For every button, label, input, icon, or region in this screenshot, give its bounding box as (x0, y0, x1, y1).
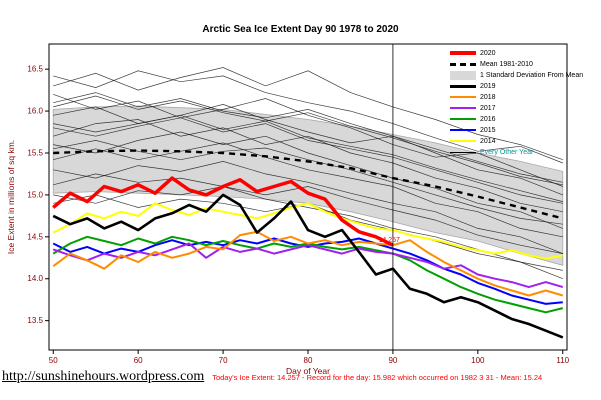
mean-line (53, 149, 564, 220)
legend-item: 2017 (450, 103, 583, 113)
chart-legend: 2020 Mean 1981-2010 1 Standard Deviation F… (450, 48, 583, 157)
legend-label: 2016 (480, 115, 496, 123)
legend-label: 1 Standard Deviation From Mean (480, 71, 584, 79)
line-2015 (52, 237, 563, 305)
legend-item: 2018 (450, 92, 583, 102)
y-tick-label: 14.0 (27, 274, 43, 283)
legend-label: 2020 (480, 49, 496, 57)
legend-item: Mean 1981-2010 (450, 59, 583, 69)
line-2020 (52, 176, 394, 247)
chart-title: Arctic Sea Ice Extent Day 90 1978 to 202… (202, 24, 399, 35)
legend-label: 2019 (480, 82, 496, 90)
legend-label: 2015 (480, 126, 496, 134)
line-2014 (52, 202, 563, 260)
y-tick-label: 14.5 (27, 232, 43, 241)
legend-swatch-band (450, 70, 476, 80)
background-year-line (53, 117, 563, 204)
background-year-line (53, 92, 563, 183)
y-axis-title: Ice Extent in millions of sq km. (6, 140, 16, 254)
x-tick-label: 60 (134, 356, 143, 365)
legend-label: Mean 1981-2010 (480, 60, 533, 68)
background-year-line (53, 119, 563, 213)
line-2017 (52, 242, 564, 289)
background-year-line (53, 140, 563, 225)
background-year-line (53, 67, 563, 161)
legend-label: 2017 (480, 104, 496, 112)
current-value-annotation: 14.257 (378, 237, 400, 244)
y-tick-label: 16.5 (27, 65, 43, 74)
y-tick-label: 15.0 (27, 190, 43, 199)
legend-swatch-line (450, 84, 476, 88)
legend-swatch-line (450, 96, 476, 98)
legend-item: 2016 (450, 114, 583, 124)
status-text: Today's Ice Extent: 14.257 - Record for … (212, 373, 543, 382)
x-tick-label: 80 (304, 356, 313, 365)
y-tick-label: 16.0 (27, 107, 43, 116)
legend-label: 2014 (480, 137, 496, 145)
background-year-line (53, 142, 563, 238)
background-year-line (53, 93, 563, 187)
x-axis-title: Day of Year (286, 366, 330, 376)
y-tick-label: 13.5 (27, 316, 43, 325)
background-year-line (53, 161, 563, 254)
legend-swatch-line (450, 129, 476, 131)
x-tick-label: 100 (471, 356, 485, 365)
legend-item: 2019 (450, 81, 583, 91)
legend-label: Every Other Year (480, 148, 534, 156)
legend-swatch-line (450, 118, 476, 120)
y-tick-label: 15.5 (27, 148, 43, 157)
background-year-line (53, 114, 563, 202)
legend-item: 2014 (450, 136, 583, 146)
line-2016 (52, 235, 564, 314)
legend-item: 2015 (450, 125, 583, 135)
background-year-line (53, 173, 563, 254)
std-deviation-band (52, 105, 564, 266)
legend-swatch-line (450, 107, 476, 109)
background-year-line (53, 131, 563, 229)
line-2019 (52, 193, 564, 339)
background-year-line (53, 95, 563, 186)
footer: http://sunshinehours.wordpress.com Today… (2, 369, 599, 385)
x-tick-label: 90 (388, 356, 397, 365)
legend-swatch-line (450, 140, 476, 142)
background-year-line (53, 70, 563, 164)
line-2018 (52, 230, 564, 297)
legend-swatch-dash (450, 62, 476, 66)
legend-label: 2018 (480, 93, 496, 101)
x-tick-label: 70 (219, 356, 228, 365)
x-tick-label: 110 (556, 356, 569, 365)
source-link[interactable]: http://sunshinehours.wordpress.com (2, 369, 205, 384)
x-tick-label: 50 (49, 356, 58, 365)
legend-item: 1 Standard Deviation From Mean (450, 70, 583, 80)
legend-swatch-thin (450, 151, 476, 153)
legend-item: 2020 (450, 48, 583, 58)
legend-item: Every Other Year (450, 147, 583, 157)
legend-swatch-line (450, 51, 476, 55)
